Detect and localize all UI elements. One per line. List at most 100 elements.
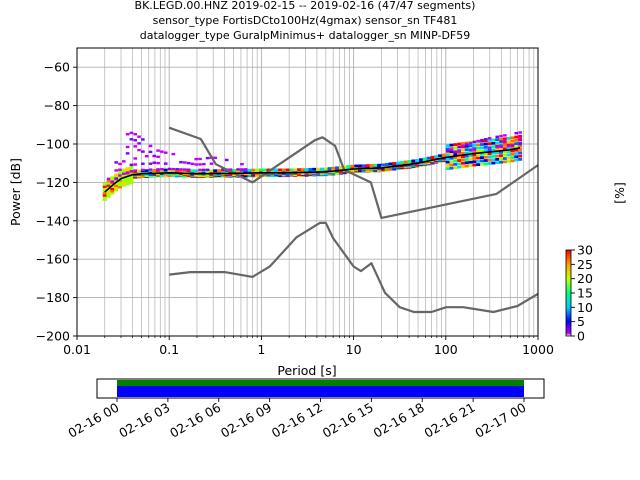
heatmap-cell <box>152 154 157 158</box>
heatmap-cell <box>106 181 111 185</box>
timeline-tick-label: 02-16 03 <box>116 400 172 441</box>
heatmap-cell <box>506 140 511 144</box>
heatmap-cell <box>133 157 138 160</box>
heatmap-cell <box>449 166 454 170</box>
heatmap-cell <box>300 168 305 171</box>
heatmap-cell <box>476 159 481 163</box>
heatmap-cell <box>460 165 465 168</box>
heatmap-cell <box>232 169 237 172</box>
heatmap-cell <box>483 162 488 166</box>
heatmap-cell <box>476 163 481 167</box>
heatmap-cell <box>495 157 500 161</box>
y-tick-label: −160 <box>36 252 70 267</box>
timeline-tick-label: 02-16 21 <box>421 400 477 441</box>
heatmap-cell <box>499 157 504 161</box>
heatmap-cell <box>464 158 469 161</box>
heatmap-cell <box>110 185 115 188</box>
heatmap-cell <box>110 187 115 191</box>
heatmap-cell <box>476 150 481 153</box>
x-tick-label: 1 <box>257 342 265 357</box>
heatmap-cell <box>129 174 134 178</box>
heatmap-cell <box>468 144 473 148</box>
heatmap-cell <box>495 148 500 151</box>
heatmap-cell <box>491 151 496 155</box>
heatmap-cell <box>480 143 485 146</box>
heatmap-cell <box>129 168 134 171</box>
heatmap-cell <box>213 169 218 173</box>
heatmap-cell <box>160 150 164 153</box>
heatmap-cell <box>102 182 107 186</box>
heatmap-cell <box>121 177 126 181</box>
heatmap-cell <box>506 144 511 148</box>
heatmap-cell <box>102 185 107 188</box>
heatmap-cell <box>335 166 340 170</box>
heatmap-cell <box>506 160 511 163</box>
heatmap-cell <box>133 163 138 166</box>
colorbar-tick-label: 30 <box>577 243 593 258</box>
heatmap-cell <box>308 167 313 171</box>
heatmap-cell <box>186 168 191 171</box>
heatmap-cell <box>285 168 290 172</box>
heatmap-cell <box>468 141 473 145</box>
timeline-tick-label: 02-16 00 <box>65 400 121 441</box>
heatmap-cell <box>163 151 168 154</box>
heatmap-cell <box>179 160 183 164</box>
heatmap-cell <box>198 163 202 166</box>
heatmap-cell <box>243 168 248 171</box>
heatmap-cell <box>445 149 450 153</box>
heatmap-cell <box>495 161 500 165</box>
heatmap-cell <box>480 149 485 153</box>
timeline-tick-label: 02-16 09 <box>218 400 274 441</box>
heatmap-cell <box>499 134 503 138</box>
heatmap-cell <box>502 143 507 147</box>
heatmap-cell <box>518 154 523 158</box>
heatmap-cell <box>361 164 366 168</box>
heatmap-cell <box>182 168 187 171</box>
y-axis-label: Power [dB] <box>8 158 23 226</box>
heatmap-cell <box>449 143 454 147</box>
heatmap-cell <box>438 154 443 158</box>
colorbar-tick-label: 25 <box>577 257 593 272</box>
heatmap-cell <box>449 147 454 150</box>
heatmap-cell <box>198 168 202 172</box>
heatmap-cell <box>133 139 138 142</box>
heatmap-cell <box>464 164 469 168</box>
heatmap-cell <box>319 167 324 171</box>
x-tick-label: 0.1 <box>159 342 179 357</box>
heatmap-cell <box>480 138 484 142</box>
heatmap-cell <box>510 144 515 147</box>
heatmap-cell <box>518 137 522 140</box>
heatmap-cell <box>194 157 199 161</box>
heatmap-cell <box>460 142 465 145</box>
heatmap-cell <box>453 162 458 166</box>
heatmap-cell <box>460 161 465 165</box>
heatmap-cell <box>110 176 115 180</box>
heatmap-cell <box>506 146 511 150</box>
heatmap-cell <box>117 179 122 182</box>
x-tick-label: 1000 <box>522 342 554 357</box>
heatmap-cell <box>430 155 435 159</box>
timeline-tick-label: 02-16 12 <box>269 400 325 441</box>
heatmap-cell <box>137 169 142 173</box>
heatmap-cell <box>422 157 427 161</box>
heatmap-cell <box>464 161 469 165</box>
heatmap-cell <box>487 158 492 162</box>
colorbar-tick-label: 5 <box>577 314 585 329</box>
y-tick-label: −200 <box>36 329 70 344</box>
heatmap-cell <box>514 135 519 139</box>
heatmap-cell <box>114 179 119 183</box>
heatmap-cell <box>510 139 515 143</box>
heatmap-cell <box>415 159 420 162</box>
heatmap-cell <box>464 141 469 145</box>
heatmap-cell <box>152 169 157 172</box>
heatmap-cell <box>518 138 523 142</box>
heatmap-cell <box>464 154 469 158</box>
heatmap-cell <box>510 156 515 159</box>
heatmap-cell <box>102 198 107 202</box>
heatmap-cell <box>464 151 469 155</box>
heatmap-cell <box>312 167 317 171</box>
heatmap-cell <box>258 168 263 172</box>
